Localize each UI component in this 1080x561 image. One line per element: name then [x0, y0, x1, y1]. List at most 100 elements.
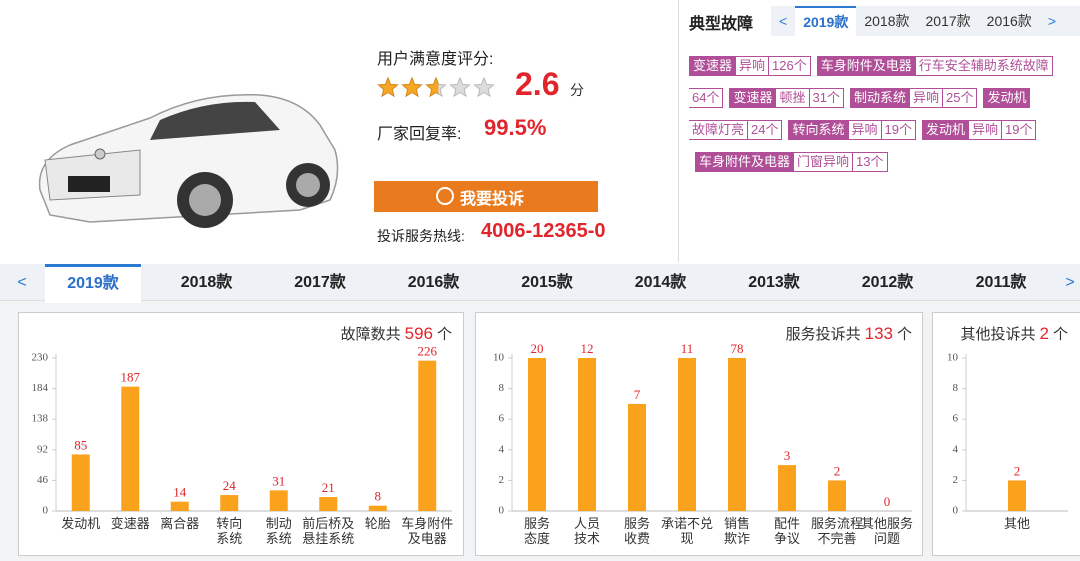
tag-system[interactable]: 制动系统	[849, 88, 910, 108]
rating-score: 2.6	[515, 66, 560, 102]
value-label: 187	[121, 370, 141, 385]
chart-total: 133	[865, 324, 893, 343]
bar	[528, 358, 546, 511]
tag-count[interactable]: 126个	[769, 56, 811, 76]
chart-title-text: 故障数共	[341, 325, 401, 343]
bar	[269, 490, 288, 511]
tag-system[interactable]: 车身附件及电器	[695, 152, 795, 172]
tag-count[interactable]: 13个	[853, 152, 888, 172]
tag-issue[interactable]: 门窗异响	[794, 152, 854, 172]
value-label: 11	[681, 341, 694, 356]
tag-count[interactable]: 19个	[881, 120, 916, 140]
chart-total: 596	[405, 324, 433, 343]
x-tick-label: 制动 系统	[265, 516, 292, 546]
y-tick-label: 6	[953, 413, 959, 425]
bar	[368, 505, 387, 511]
value-label: 31	[272, 473, 285, 488]
y-tick-label: 2	[953, 474, 959, 486]
typical-faults: 典型故障 <2019款 2018款 2017款 2016款 > 变速器 异响 126个 车身附…	[678, 0, 1080, 262]
y-tick-label: 230	[32, 352, 49, 364]
year-tab[interactable]: 2019款	[795, 6, 857, 36]
x-tick-label: 服务 收费	[623, 516, 650, 546]
tag-count[interactable]: 64个	[689, 88, 724, 108]
year-tab[interactable]: 2018款	[864, 13, 910, 29]
year-tab[interactable]: 2013款	[748, 274, 800, 291]
tag-system[interactable]: 转向系统	[788, 120, 849, 140]
tag-count[interactable]: 25个	[943, 88, 978, 108]
y-tick-label: 4	[953, 443, 959, 455]
star	[401, 76, 423, 98]
value-label: 21	[322, 480, 335, 495]
bar	[319, 497, 338, 511]
tag-count[interactable]: 24个	[748, 120, 783, 140]
tag-issue[interactable]: 顿挫	[776, 88, 810, 108]
chart-title: 故障数共 596 个	[341, 324, 452, 343]
complain-button[interactable]	[374, 181, 598, 212]
year-tab[interactable]: 2018款	[180, 274, 233, 291]
year-tab[interactable]: 2015款	[521, 274, 573, 291]
panel	[475, 312, 923, 556]
year-tabs: <2019款 2018款 2017款 2016款 2015款 2014款 2013款 2012…	[0, 264, 1080, 303]
tag-issue[interactable]: 异响	[969, 120, 1003, 140]
bar	[170, 501, 189, 511]
rating-label: 用户满意度评分:	[377, 51, 494, 68]
year-tab[interactable]: 2011款	[975, 274, 1027, 291]
panel	[18, 312, 464, 556]
x-tick-label: 其他服务 问题	[860, 516, 913, 546]
value-label: 2	[834, 463, 841, 478]
y-tick-label: 2	[499, 474, 505, 486]
tag-system[interactable]: 发动机	[983, 88, 1031, 108]
year-tab[interactable]: 2017款	[925, 13, 971, 29]
year-tab[interactable]: 2017款	[294, 274, 346, 291]
bar	[578, 358, 596, 511]
fault-tags: 变速器 异响 126个 车身附件及电器 行车安全辅助系统故障64个 变速器 顿挫 31个 制动系…	[689, 50, 1061, 178]
button-icon	[436, 187, 454, 205]
complain-button-label[interactable]: 我要投诉	[460, 191, 525, 208]
value-label: 78	[731, 341, 744, 356]
tab-next[interactable]: >	[1065, 274, 1075, 291]
tab-next[interactable]: >	[1047, 13, 1056, 29]
tag-issue[interactable]: 故障灯亮	[689, 120, 749, 140]
tag-count[interactable]: 31个	[809, 88, 844, 108]
bar	[778, 465, 796, 511]
value-label: 12	[581, 341, 594, 356]
x-tick-label: 变速器	[110, 516, 150, 531]
tag-system[interactable]: 变速器	[729, 88, 777, 108]
y-tick-label: 92	[37, 443, 48, 455]
year-tab[interactable]: 2019款	[45, 264, 141, 303]
tag-count[interactable]: 19个	[1002, 120, 1037, 140]
bar	[121, 386, 140, 511]
x-tick-label: 其他	[1003, 516, 1030, 531]
y-tick-label: 46	[37, 474, 49, 486]
value-label: 226	[418, 344, 438, 359]
year-tab[interactable]: 2016款	[407, 274, 460, 291]
x-tick-label: 离合器	[160, 516, 200, 531]
tag-issue[interactable]: 行车安全辅助系统故障	[915, 56, 1053, 76]
value-label: 3	[784, 448, 791, 463]
bar	[728, 358, 746, 511]
x-tick-label: 人员 技术	[573, 516, 600, 546]
value-label: 7	[634, 387, 641, 402]
hotline-number: 4006-12365-0	[481, 220, 606, 242]
value-label: 0	[884, 494, 891, 509]
year-tab[interactable]: 2016款	[986, 13, 1032, 29]
tab-prev[interactable]: <	[17, 274, 27, 291]
star-fill	[377, 76, 439, 98]
star	[473, 76, 495, 98]
tag-system[interactable]: 发动机	[921, 120, 969, 140]
y-tick-label: 138	[32, 413, 49, 425]
tag-system[interactable]: 车身附件及电器	[816, 56, 916, 76]
year-tab[interactable]: 2012款	[861, 274, 914, 291]
tag-issue[interactable]: 异响	[736, 56, 770, 76]
tag-issue[interactable]: 异响	[848, 120, 882, 140]
year-tab[interactable]: 2014款	[634, 274, 687, 291]
tag-issue[interactable]: 异响	[909, 88, 943, 108]
bar	[1008, 480, 1026, 511]
chart-title: 服务投诉共 133 个	[786, 324, 912, 343]
value-label: 20	[531, 341, 544, 356]
tag-system[interactable]: 变速器	[689, 56, 737, 76]
y-tick-label: 4	[499, 443, 505, 455]
tab-prev[interactable]: <	[779, 13, 788, 29]
bar	[628, 403, 646, 511]
